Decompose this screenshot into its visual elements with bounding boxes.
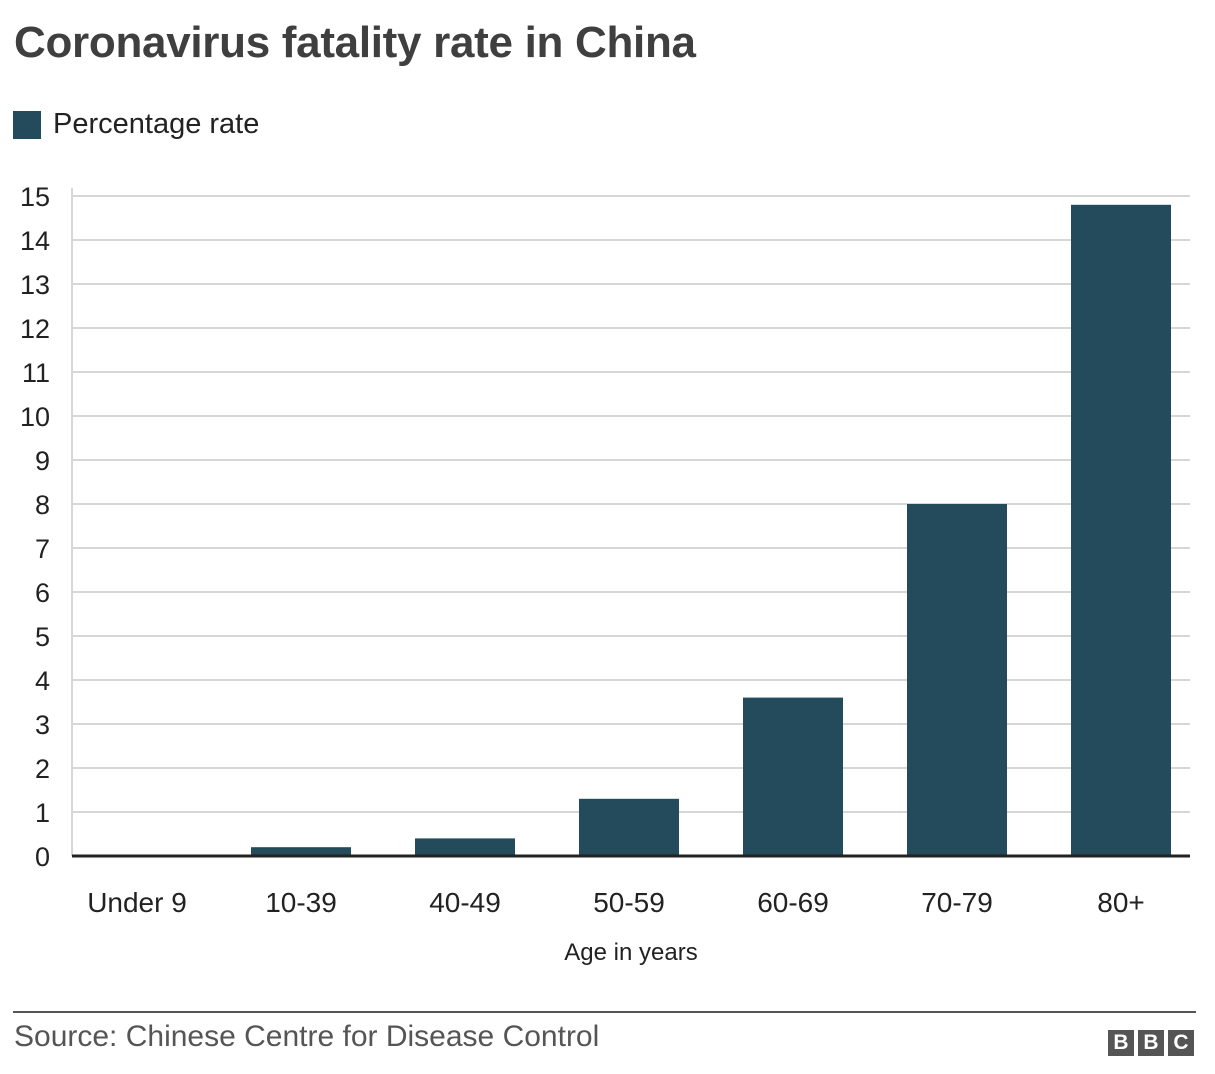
x-tick-label: 40-49 [429, 887, 501, 918]
y-tick-label: 15 [20, 182, 50, 212]
x-tick-label: 80+ [1097, 887, 1145, 918]
y-tick-label: 1 [35, 798, 50, 828]
bar [1071, 204, 1171, 857]
x-tick-label: 10-39 [265, 887, 337, 918]
x-tick-label: 60-69 [757, 887, 829, 918]
chart-title: Coronavirus fatality rate in China [14, 18, 696, 67]
y-tick-label: 11 [22, 358, 50, 388]
y-tick-label: 8 [35, 490, 50, 520]
bar [743, 697, 843, 856]
logo-letter: B [1138, 1030, 1164, 1056]
bar [579, 798, 679, 856]
y-tick-label: 10 [20, 402, 50, 432]
footer-divider [13, 1011, 1196, 1013]
bar [907, 504, 1007, 856]
y-tick-label: 2 [35, 754, 50, 784]
legend-label: Percentage rate [53, 108, 260, 140]
bar [415, 838, 515, 856]
y-tick-label: 4 [35, 666, 50, 696]
y-tick-label: 7 [35, 534, 50, 564]
logo-letter: B [1108, 1030, 1134, 1056]
y-tick-label: 12 [20, 314, 50, 344]
legend: Percentage rate [13, 108, 259, 141]
x-tick-label: Under 9 [87, 887, 187, 918]
source-note: Source: Chinese Centre for Disease Contr… [14, 1020, 600, 1053]
y-tick-label: 3 [35, 710, 50, 740]
x-axis-label: Age in years [564, 939, 697, 966]
y-tick-label: 6 [35, 578, 50, 608]
y-tick-label: 5 [35, 622, 50, 652]
x-tick-label: 50-59 [593, 887, 665, 918]
bbc-logo: B B C [1108, 1030, 1194, 1056]
x-tick-label: 70-79 [921, 887, 993, 918]
legend-swatch [13, 110, 41, 139]
bar [251, 847, 351, 856]
y-tick-label: 13 [20, 270, 50, 300]
y-tick-label: 9 [35, 446, 50, 476]
logo-letter: C [1168, 1030, 1194, 1056]
y-tick-label: 0 [35, 842, 50, 872]
y-tick-label: 14 [20, 226, 50, 256]
